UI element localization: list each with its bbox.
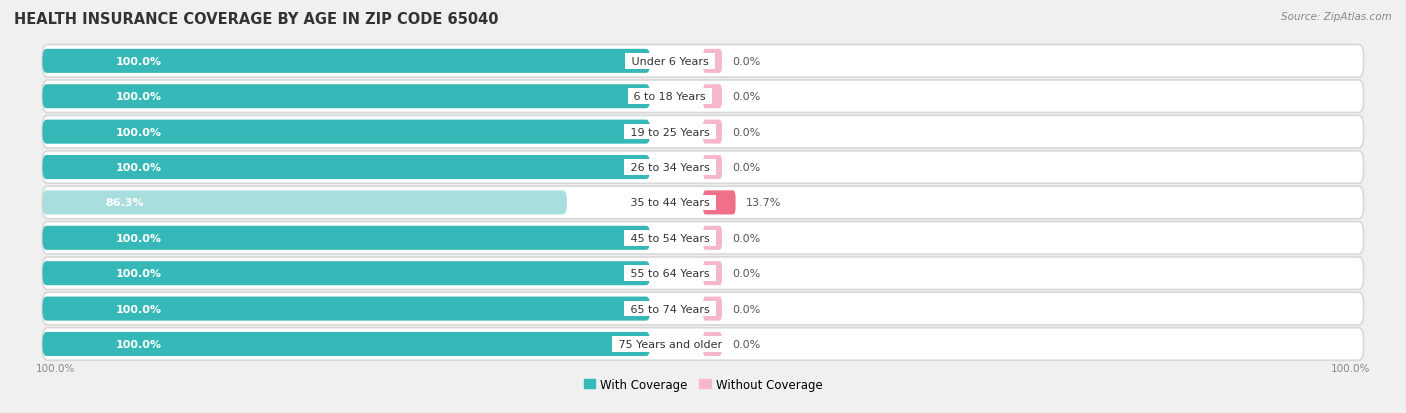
FancyBboxPatch shape xyxy=(42,120,650,144)
FancyBboxPatch shape xyxy=(42,257,1364,290)
FancyBboxPatch shape xyxy=(703,261,723,285)
FancyBboxPatch shape xyxy=(703,85,723,109)
FancyBboxPatch shape xyxy=(42,187,1364,219)
Text: 0.0%: 0.0% xyxy=(733,233,761,243)
FancyBboxPatch shape xyxy=(42,292,1364,325)
Text: 26 to 34 Years: 26 to 34 Years xyxy=(627,163,713,173)
Text: 100.0%: 100.0% xyxy=(1331,363,1371,373)
FancyBboxPatch shape xyxy=(703,297,723,321)
FancyBboxPatch shape xyxy=(42,297,650,321)
FancyBboxPatch shape xyxy=(42,332,650,356)
Text: Source: ZipAtlas.com: Source: ZipAtlas.com xyxy=(1281,12,1392,22)
FancyBboxPatch shape xyxy=(42,156,650,180)
Text: 0.0%: 0.0% xyxy=(733,339,761,349)
Text: 100.0%: 100.0% xyxy=(115,163,162,173)
FancyBboxPatch shape xyxy=(703,332,723,356)
FancyBboxPatch shape xyxy=(703,120,723,144)
FancyBboxPatch shape xyxy=(42,222,1364,254)
FancyBboxPatch shape xyxy=(42,50,650,74)
Text: 35 to 44 Years: 35 to 44 Years xyxy=(627,198,713,208)
Text: 100.0%: 100.0% xyxy=(115,92,162,102)
Text: Under 6 Years: Under 6 Years xyxy=(628,57,711,66)
FancyBboxPatch shape xyxy=(42,261,650,285)
FancyBboxPatch shape xyxy=(42,116,1364,149)
FancyBboxPatch shape xyxy=(42,85,650,109)
Legend: With Coverage, Without Coverage: With Coverage, Without Coverage xyxy=(579,373,827,396)
Text: 0.0%: 0.0% xyxy=(733,92,761,102)
Text: 100.0%: 100.0% xyxy=(115,339,162,349)
Text: 100.0%: 100.0% xyxy=(115,233,162,243)
Text: 100.0%: 100.0% xyxy=(115,127,162,137)
Text: 55 to 64 Years: 55 to 64 Years xyxy=(627,268,713,278)
Text: 0.0%: 0.0% xyxy=(733,268,761,278)
FancyBboxPatch shape xyxy=(42,226,650,250)
Text: 13.7%: 13.7% xyxy=(747,198,782,208)
Text: 0.0%: 0.0% xyxy=(733,127,761,137)
Text: 0.0%: 0.0% xyxy=(733,57,761,66)
FancyBboxPatch shape xyxy=(42,81,1364,113)
Text: 100.0%: 100.0% xyxy=(115,268,162,278)
Text: 100.0%: 100.0% xyxy=(115,57,162,66)
FancyBboxPatch shape xyxy=(42,45,1364,78)
FancyBboxPatch shape xyxy=(703,156,723,180)
Text: HEALTH INSURANCE COVERAGE BY AGE IN ZIP CODE 65040: HEALTH INSURANCE COVERAGE BY AGE IN ZIP … xyxy=(14,12,499,27)
Text: 0.0%: 0.0% xyxy=(733,304,761,314)
Text: 0.0%: 0.0% xyxy=(733,163,761,173)
Text: 75 Years and older: 75 Years and older xyxy=(614,339,725,349)
FancyBboxPatch shape xyxy=(703,226,723,250)
FancyBboxPatch shape xyxy=(42,152,1364,184)
FancyBboxPatch shape xyxy=(42,191,567,215)
Text: 100.0%: 100.0% xyxy=(115,304,162,314)
Text: 100.0%: 100.0% xyxy=(35,363,75,373)
Text: 45 to 54 Years: 45 to 54 Years xyxy=(627,233,713,243)
FancyBboxPatch shape xyxy=(42,328,1364,361)
FancyBboxPatch shape xyxy=(703,50,723,74)
Text: 6 to 18 Years: 6 to 18 Years xyxy=(630,92,710,102)
Text: 65 to 74 Years: 65 to 74 Years xyxy=(627,304,713,314)
FancyBboxPatch shape xyxy=(703,191,735,215)
Text: 19 to 25 Years: 19 to 25 Years xyxy=(627,127,713,137)
Text: 86.3%: 86.3% xyxy=(105,198,143,208)
